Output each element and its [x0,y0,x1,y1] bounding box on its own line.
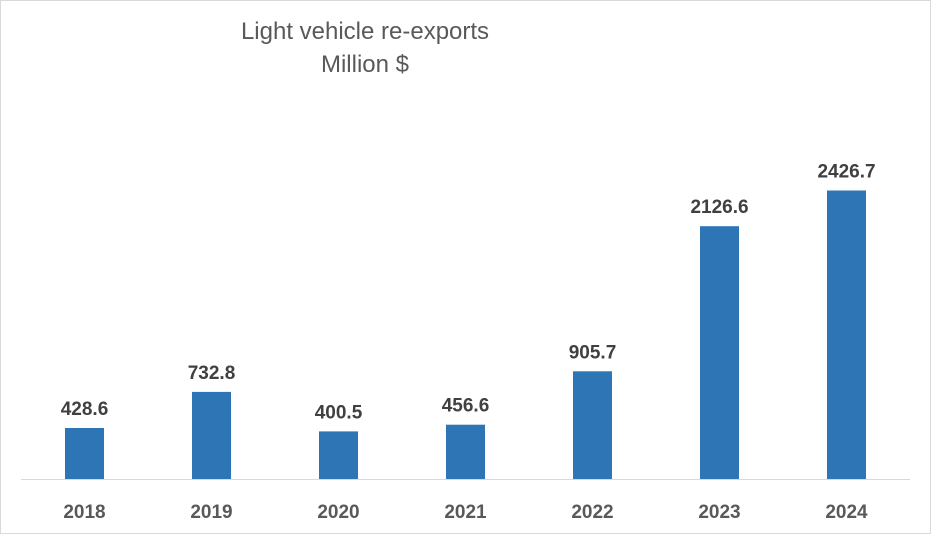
bar-2018 [65,428,104,479]
x-tick-label-2019: 2019 [190,502,232,523]
data-label-2020: 400.5 [315,402,363,423]
data-label-2024: 2426.7 [817,162,875,183]
bar-2023 [700,226,739,479]
data-label-2021: 456.6 [442,396,490,417]
data-label-2022: 905.7 [569,342,617,363]
x-tick-label-2024: 2024 [825,502,868,523]
bar-2021 [446,424,485,479]
data-label-2019: 732.8 [188,363,236,384]
x-tick-label-2020: 2020 [317,502,359,523]
chart-title: Light vehicle re-exports [240,18,490,45]
x-tick-label-2021: 2021 [444,502,487,523]
chart-subtitle: Million $ [320,51,410,78]
chart-title-block: Light vehicle re-exports Million $ [185,15,545,81]
data-label-2023: 2126.6 [690,197,748,218]
x-tick-label-2022: 2022 [571,502,613,523]
bar-2019 [192,391,231,479]
data-label-2018: 428.6 [61,399,109,420]
bar-2024 [827,190,866,479]
bar-2020 [319,431,358,479]
x-tick-label-2023: 2023 [698,502,740,523]
bar-2022 [573,371,612,479]
x-tick-label-2018: 2018 [63,502,105,523]
